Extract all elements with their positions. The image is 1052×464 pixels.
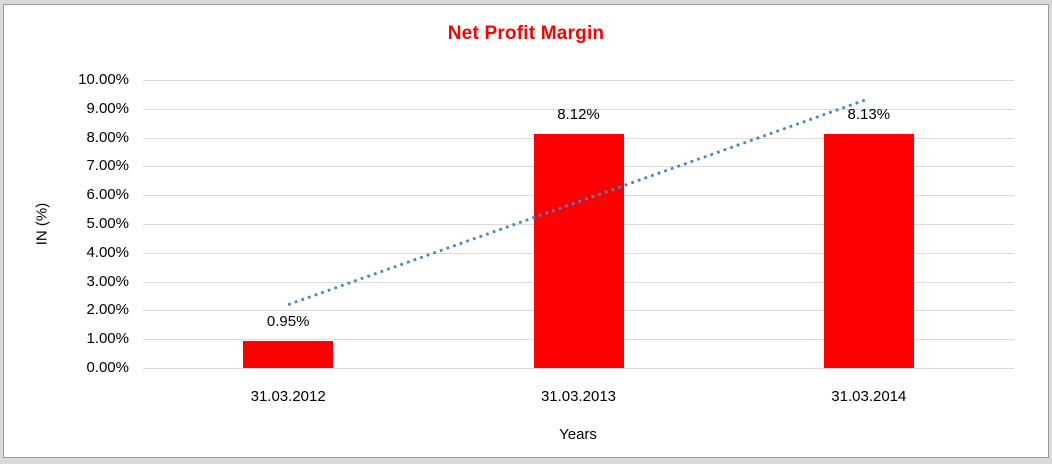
y-tick-label: 1.00% <box>86 330 129 348</box>
y-tick-label: 3.00% <box>86 272 129 290</box>
y-axis-title: IN (%) <box>33 202 51 246</box>
y-tick-label: 8.00% <box>86 128 129 146</box>
chart-title: Net Profit Margin <box>447 23 605 44</box>
x-tick-label: 31.03.2012 <box>250 388 326 405</box>
chart-frame: Net Profit Margin IN (%) 0.00% 1.00% 2.00%… <box>3 4 1049 458</box>
y-tick-label: 6.00% <box>86 186 129 204</box>
bar-31.03.2014 <box>823 133 914 368</box>
bar-31.03.2012 <box>243 340 334 368</box>
y-tick-label: 4.00% <box>86 243 129 261</box>
plot-area: 0.95% 8.12% 8.13% <box>143 80 1014 369</box>
data-label: 8.12% <box>557 106 600 124</box>
y-tick-label: 9.00% <box>86 99 129 117</box>
bar-31.03.2013 <box>533 134 624 368</box>
y-tick-label: 2.00% <box>86 301 129 319</box>
x-axis-title: Years <box>559 426 597 443</box>
x-tick-label: 31.03.2013 <box>540 388 617 405</box>
y-tick-label: 5.00% <box>86 215 129 232</box>
y-tick-label: 0.00% <box>86 359 129 376</box>
x-tick-label: 31.03.2014 <box>831 388 907 405</box>
data-label: 8.13% <box>847 105 891 123</box>
y-tick-label: 7.00% <box>86 157 129 175</box>
gridline <box>143 80 1014 81</box>
data-label: 0.95% <box>266 312 310 330</box>
gridline <box>143 368 1014 369</box>
y-tick-label: 10.00% <box>78 71 129 88</box>
